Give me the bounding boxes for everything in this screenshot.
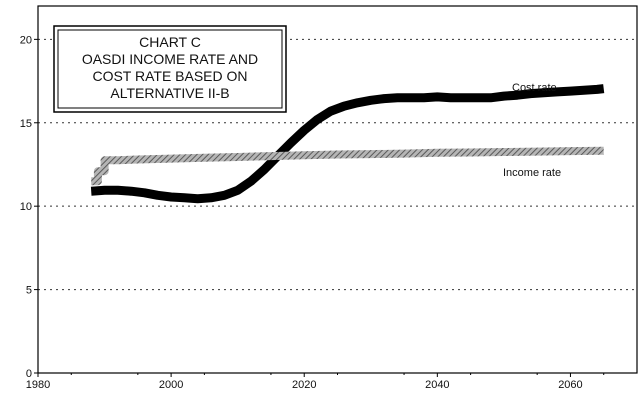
title-box-inner-border [57, 29, 283, 109]
series-group [90, 84, 605, 204]
chart-title-line-1: CHART C [139, 34, 201, 50]
series-label-cost-rate: Cost rate [512, 82, 557, 94]
chart-title-box: CHART C OASDI INCOME RATE AND COST RATE … [53, 25, 287, 113]
x-tick-label-2060: 2060 [558, 379, 582, 391]
series-labels: Cost rate Income rate [503, 82, 561, 179]
y-tick-label-20: 20 [20, 34, 32, 46]
chart-title-line-4: ALTERNATIVE II-B [110, 85, 229, 101]
series-line-cost-rate [90, 84, 605, 204]
axes: 0 5 10 15 20 1980 2000 2020 2040 2060 [20, 5, 638, 391]
chart-title-line-2: OASDI INCOME RATE AND [82, 51, 258, 67]
y-tick-label-15: 15 [20, 118, 32, 130]
y-tick-label-10: 10 [20, 201, 32, 213]
x-tick-label-2000: 2000 [159, 379, 183, 391]
x-tick-label-1980: 1980 [26, 379, 50, 391]
series-label-income-rate: Income rate [503, 167, 561, 179]
title-box-outer-border [53, 25, 287, 113]
x-tick-label-2020: 2020 [292, 379, 316, 391]
chart-title-line-3: COST RATE BASED ON [92, 68, 247, 84]
gridlines [38, 38, 637, 291]
series-line-income-rate [91, 146, 604, 186]
x-tick-label-2040: 2040 [425, 379, 449, 391]
y-tick-label-0: 0 [26, 368, 32, 380]
y-tick-label-5: 5 [26, 285, 32, 297]
